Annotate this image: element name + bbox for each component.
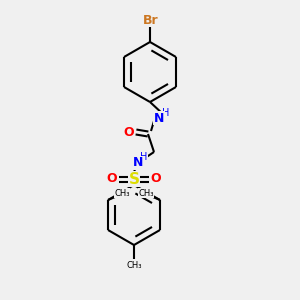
- Text: O: O: [107, 172, 117, 185]
- Text: Br: Br: [143, 14, 159, 26]
- Text: H: H: [140, 152, 148, 162]
- Text: CH₃: CH₃: [138, 188, 154, 197]
- Text: S: S: [128, 172, 140, 187]
- Text: CH₃: CH₃: [114, 188, 130, 197]
- Text: H: H: [162, 108, 170, 118]
- Text: N: N: [133, 157, 143, 169]
- Text: N: N: [154, 112, 164, 124]
- Text: CH₃: CH₃: [126, 262, 142, 271]
- Text: O: O: [151, 172, 161, 185]
- Text: O: O: [124, 125, 134, 139]
